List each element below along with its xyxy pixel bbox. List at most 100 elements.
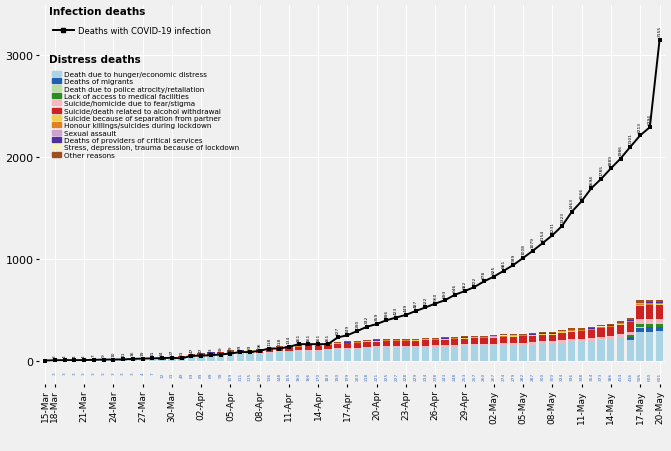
Bar [324, 345, 331, 349]
Text: 115: 115 [248, 372, 252, 380]
Bar [393, 341, 400, 346]
Bar [451, 347, 458, 361]
Bar [588, 331, 595, 338]
Bar [178, 358, 185, 361]
Text: 16: 16 [131, 350, 135, 355]
Text: 203: 203 [355, 372, 359, 380]
Bar [431, 341, 439, 345]
Text: 118: 118 [268, 337, 272, 345]
Bar [636, 324, 643, 327]
Text: 338: 338 [580, 372, 584, 380]
Bar [656, 324, 663, 327]
Text: 522: 522 [423, 296, 427, 304]
Bar [324, 350, 331, 361]
Text: 190: 190 [336, 372, 340, 380]
Bar [442, 339, 449, 340]
Text: 1986: 1986 [619, 145, 623, 156]
Bar [403, 346, 409, 348]
Bar [285, 351, 293, 352]
Bar [568, 329, 576, 330]
Bar [529, 335, 536, 336]
Bar [588, 327, 595, 328]
Bar [344, 344, 351, 348]
Bar [509, 343, 517, 345]
Bar [617, 321, 624, 323]
Bar [363, 340, 370, 341]
Bar [412, 346, 419, 348]
Text: 257: 257 [472, 372, 476, 380]
Text: 24: 24 [160, 349, 164, 355]
Bar [334, 349, 342, 350]
Bar [324, 343, 331, 344]
Bar [363, 342, 370, 347]
Text: 148: 148 [277, 372, 281, 380]
Text: 11: 11 [121, 350, 125, 356]
Bar [588, 330, 595, 331]
Bar [617, 338, 624, 361]
Text: 21: 21 [170, 372, 174, 377]
Text: 161: 161 [326, 332, 330, 341]
Bar [442, 340, 449, 345]
Text: 9: 9 [101, 354, 105, 356]
Bar [636, 306, 643, 319]
Bar [295, 345, 303, 346]
Bar [442, 345, 449, 347]
Text: 109: 109 [228, 372, 232, 380]
Bar [431, 348, 439, 361]
Bar [461, 345, 468, 347]
Bar [509, 337, 517, 343]
Text: 324: 324 [560, 372, 564, 380]
Bar [578, 339, 585, 342]
Bar [607, 336, 615, 339]
Bar [315, 346, 322, 350]
Text: 825: 825 [492, 265, 496, 273]
Bar [354, 350, 361, 361]
Text: 243: 243 [443, 372, 447, 380]
Bar [354, 348, 361, 350]
Text: 69: 69 [228, 345, 232, 350]
Bar [588, 341, 595, 361]
Bar [403, 339, 409, 340]
Bar [461, 339, 468, 345]
Bar [305, 351, 312, 361]
Text: Infection deaths: Infection deaths [48, 7, 145, 18]
Bar [451, 340, 458, 345]
Text: 10: 10 [111, 351, 115, 356]
Bar [568, 340, 576, 342]
Bar [480, 346, 488, 361]
Text: 287: 287 [531, 372, 535, 380]
Bar [305, 350, 312, 351]
Text: 1694: 1694 [589, 174, 593, 185]
Bar [403, 348, 409, 361]
Text: 600: 600 [648, 372, 652, 380]
Bar [236, 354, 244, 361]
Bar [509, 334, 517, 335]
Text: 274: 274 [501, 372, 505, 380]
Bar [197, 355, 205, 356]
Bar [656, 300, 663, 302]
Bar [519, 345, 527, 361]
Bar [568, 342, 576, 361]
Bar [500, 345, 507, 361]
Bar [393, 346, 400, 348]
Bar [344, 348, 351, 350]
Text: 3: 3 [131, 372, 135, 375]
Bar [344, 342, 351, 343]
Bar [188, 355, 195, 357]
Text: 386: 386 [609, 372, 613, 380]
Bar [617, 324, 624, 325]
Bar [431, 338, 439, 339]
Text: 1079: 1079 [531, 237, 535, 248]
Bar [188, 357, 195, 361]
Bar [617, 325, 624, 335]
Bar [412, 339, 419, 340]
Bar [607, 339, 615, 361]
Bar [500, 337, 507, 343]
Bar [549, 342, 556, 344]
Bar [636, 305, 643, 306]
Bar [500, 343, 507, 345]
Text: 332: 332 [365, 315, 369, 323]
Bar [558, 330, 566, 331]
Bar [393, 348, 400, 361]
Text: 199: 199 [346, 372, 350, 380]
